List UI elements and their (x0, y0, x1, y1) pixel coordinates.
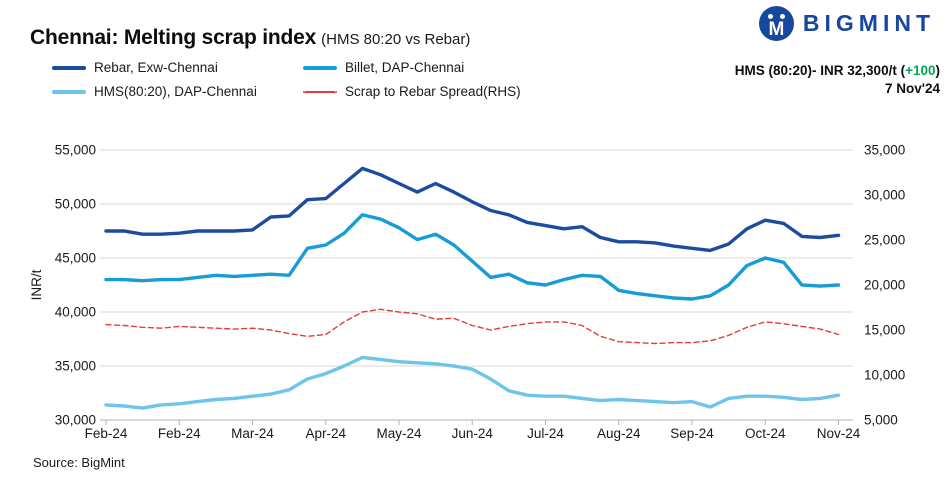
legend-label-spread: Scrap to Rebar Spread(RHS) (345, 84, 521, 99)
svg-text:INR/t: INR/t (29, 269, 44, 300)
svg-text:55,000: 55,000 (55, 143, 96, 158)
page-title: Chennai: Melting scrap index (HMS 80:20 v… (30, 26, 470, 50)
logo-monogram: M (768, 19, 785, 40)
series-line-scrap-to-rebar-spread-rhs (105, 308, 840, 345)
svg-text:25,000: 25,000 (864, 233, 905, 248)
svg-text:Oct-24: Oct-24 (745, 426, 786, 441)
price-line: HMS (80:20)- INR 32,300/t (+100) (735, 62, 940, 80)
svg-text:50,000: 50,000 (55, 197, 96, 212)
gridlines (100, 149, 853, 421)
svg-text:Mar-24: Mar-24 (231, 426, 274, 441)
svg-text:Feb-24: Feb-24 (85, 426, 128, 441)
price-open-paren: ( (896, 63, 906, 78)
svg-text:Nov-24: Nov-24 (817, 426, 861, 441)
svg-text:30,000: 30,000 (864, 188, 905, 203)
brand-wordmark: BIGMINT (802, 10, 935, 36)
svg-text:45,000: 45,000 (55, 251, 96, 266)
left-axis: 55,000 50,000 45,000 40,000 35,000 30,000 INR/… (29, 143, 96, 428)
legend-label-rebar: Rebar, Exw-Chennai (94, 60, 218, 75)
legend-item-spread: Scrap to Rebar Spread(RHS) (303, 84, 521, 99)
legend-item-billet: Billet, DAP-Chennai (303, 60, 521, 75)
svg-text:40,000: 40,000 (55, 305, 96, 320)
logo-dot-left (767, 14, 773, 19)
price-date: 7 Nov'24 (885, 81, 940, 96)
svg-text:5,000: 5,000 (864, 413, 898, 428)
svg-text:Jun-24: Jun-24 (452, 426, 494, 441)
brand-logo-icon: M (758, 6, 794, 41)
right-axis: 35,000 30,000 25,000 20,000 15,000 10,000 5,00… (864, 143, 905, 428)
svg-text:Sep-24: Sep-24 (670, 426, 714, 441)
series-line-billet-dap-chennai (104, 213, 841, 301)
legend-swatch-spread (303, 90, 337, 93)
svg-text:May-24: May-24 (376, 426, 422, 441)
series-line-rebar-exw-chennai (104, 166, 841, 253)
price-close-paren: ) (935, 63, 941, 78)
legend-item-hms: HMS(80:20), DAP-Chennai (52, 84, 303, 99)
x-axis: Feb-24 Feb-24 Mar-24 Apr-24 May-24 Jun-24 Jul-… (85, 420, 861, 441)
svg-text:10,000: 10,000 (864, 368, 905, 383)
chart-legend: Rebar, Exw-Chennai Billet, DAP-Chennai H… (52, 60, 521, 99)
legend-label-billet: Billet, DAP-Chennai (345, 60, 465, 75)
svg-text:30,000: 30,000 (55, 413, 96, 428)
brand-logo: M BIGMINT (758, 6, 935, 41)
chart-subtitle: (HMS 80:20 vs Rebar) (321, 31, 471, 48)
legend-label-hms: HMS(80:20), DAP-Chennai (94, 84, 257, 99)
price-annotation: HMS (80:20)- INR 32,300/t (+100) 7 Nov'2… (735, 62, 940, 98)
svg-text:35,000: 35,000 (55, 359, 96, 374)
svg-text:Jul-24: Jul-24 (527, 426, 564, 441)
svg-text:Aug-24: Aug-24 (597, 426, 641, 441)
legend-swatch-hms (52, 89, 86, 94)
series-line-hms-80-20-dap-chennai (104, 355, 841, 410)
price-text: HMS (80:20)- INR 32,300/t (734, 63, 897, 78)
chart-title: Chennai: Melting scrap index (30, 26, 317, 49)
source-note: Source: BigMint (33, 455, 125, 470)
svg-text:35,000: 35,000 (864, 143, 905, 158)
svg-text:15,000: 15,000 (864, 323, 905, 338)
legend-swatch-billet (303, 65, 337, 70)
svg-text:Apr-24: Apr-24 (305, 426, 346, 441)
price-change: +100 (905, 63, 936, 78)
logo-dot-right (779, 14, 785, 19)
svg-text:20,000: 20,000 (864, 278, 905, 293)
legend-swatch-rebar (52, 65, 86, 70)
svg-text:Feb-24: Feb-24 (158, 426, 201, 441)
legend-item-rebar: Rebar, Exw-Chennai (52, 60, 303, 75)
